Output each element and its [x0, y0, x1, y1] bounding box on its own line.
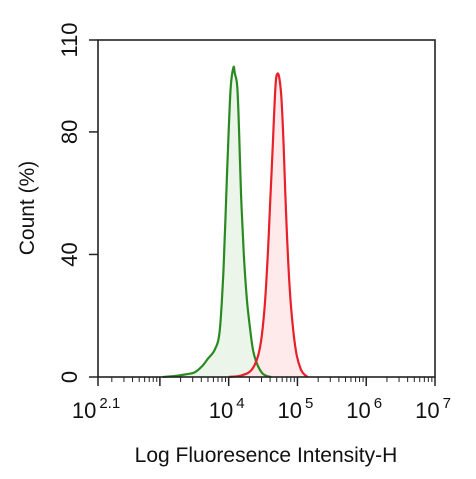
series-2-area [228, 73, 308, 377]
plot-frame [97, 39, 436, 378]
x-tick-label: 10 2.1 [72, 395, 120, 423]
series-2-line [228, 72, 309, 379]
y-axis: 0 40 80 110 [57, 22, 98, 383]
plot-area [162, 65, 309, 379]
series-1-line [162, 65, 272, 379]
y-tick-label: 0 [57, 371, 82, 383]
y-axis-title: Count (%) [16, 161, 39, 256]
x-tick-label: 10 7 [415, 395, 451, 423]
series-1-area [162, 66, 272, 378]
x-axis: 10 2.1 10 4 10 5 10 6 10 7 [72, 377, 451, 423]
x-tick-label: 10 5 [278, 395, 314, 423]
y-tick-label: 110 [57, 22, 82, 57]
y-tick-label: 40 [57, 242, 82, 266]
x-tick-label: 10 6 [346, 395, 382, 423]
x-tick-label: 10 4 [209, 395, 245, 423]
y-tick-label: 80 [57, 120, 82, 144]
x-axis-title: Log Fluoresence Intensity-H [135, 444, 398, 467]
